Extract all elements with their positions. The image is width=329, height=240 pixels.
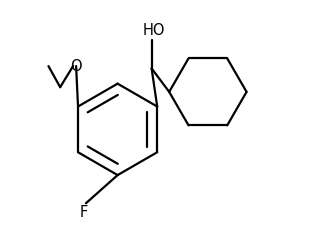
Text: HO: HO — [143, 24, 165, 38]
Text: F: F — [80, 205, 88, 220]
Text: O: O — [70, 59, 82, 74]
